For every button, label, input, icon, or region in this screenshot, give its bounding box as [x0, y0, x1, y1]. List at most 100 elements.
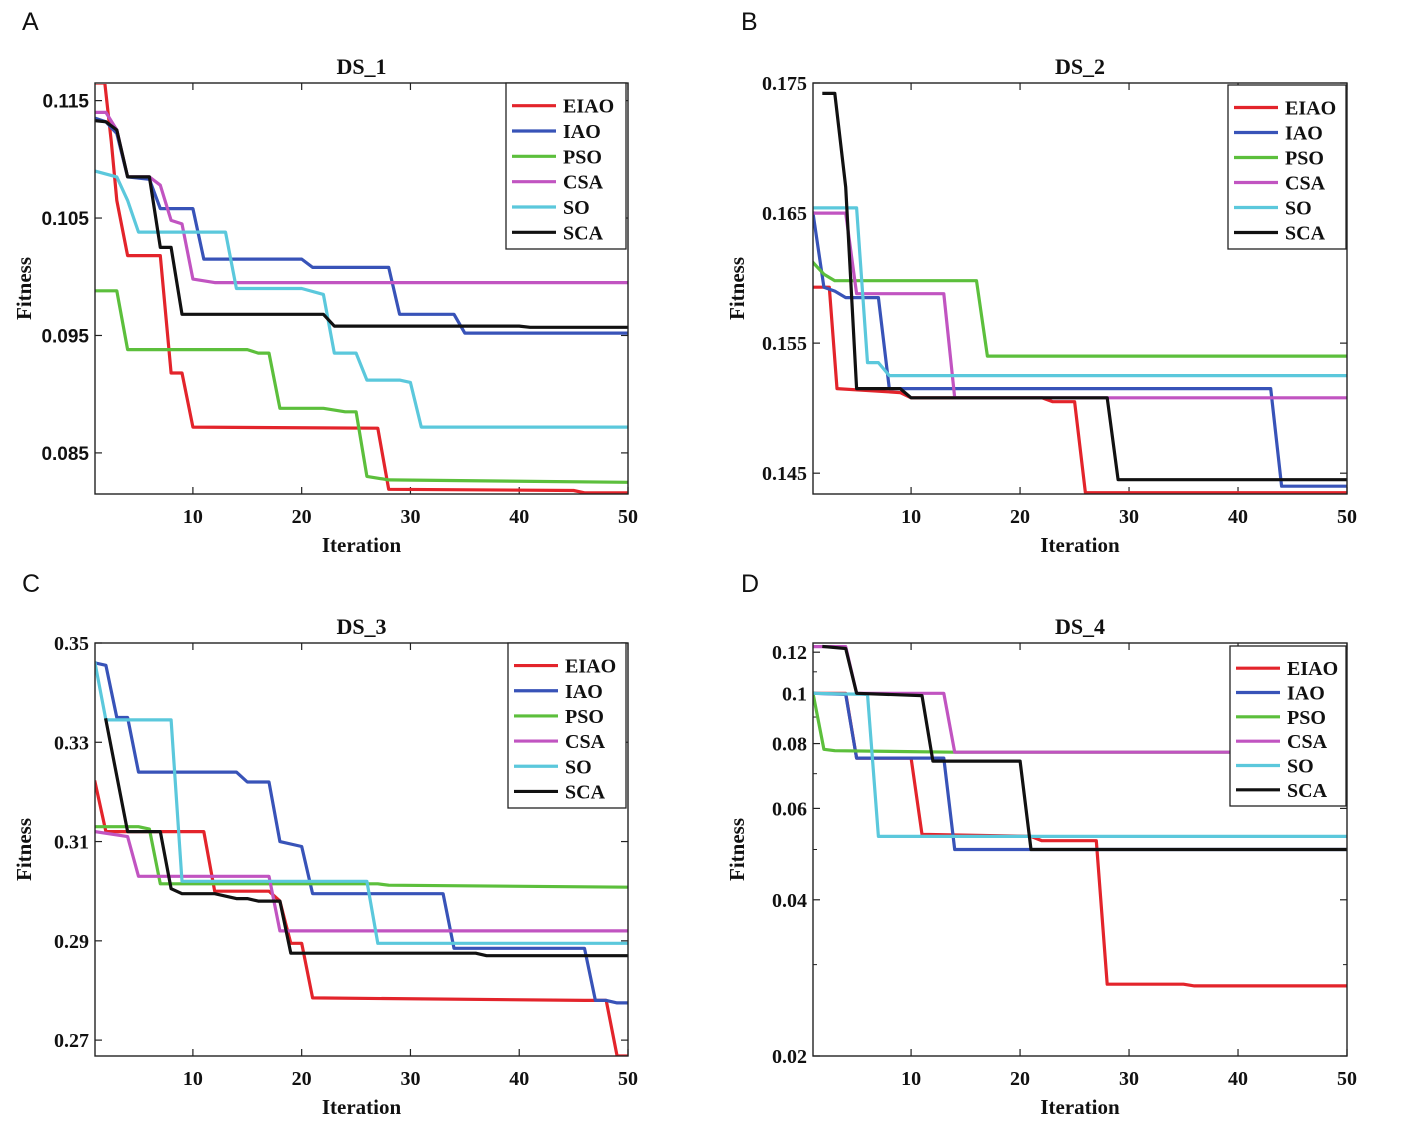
series-line-sca	[822, 644, 1347, 852]
x-tick-label: 20	[1010, 1068, 1030, 1090]
series-line-pso	[813, 260, 1347, 358]
x-tick-label: 40	[509, 506, 529, 528]
series-line-pso	[95, 825, 628, 889]
panel-a: A DS_1 0.085 0.095 0.105 0.115 10 20 30 40 50 Itera…	[12, 8, 638, 557]
y-tick-label: 0.105	[41, 209, 89, 230]
x-tick-label: 20	[292, 506, 312, 528]
y-tick-label: 0.095	[41, 326, 89, 347]
panel-letter: C	[22, 570, 40, 598]
x-tick-label: 50	[618, 1068, 638, 1090]
series-group	[813, 644, 1347, 988]
legend-label-sca: SCA	[563, 222, 604, 244]
legend-label-eiao: EIAO	[563, 96, 614, 118]
legend-label-so: SO	[1287, 756, 1314, 778]
x-tick-label: 50	[1337, 506, 1357, 528]
legend-label-csa: CSA	[1285, 173, 1326, 195]
legend-label-pso: PSO	[1287, 707, 1326, 729]
panel-letter: D	[741, 570, 759, 598]
y-axis-label: Fitness	[12, 257, 36, 320]
legend-label-csa: CSA	[565, 731, 606, 753]
y-tick-label: 0.165	[762, 203, 807, 225]
series-line-sca	[822, 91, 1347, 482]
x-tick-label: 30	[1119, 1068, 1139, 1090]
y-tick-label: 0.085	[41, 444, 89, 465]
legend-box	[1229, 645, 1347, 807]
y-tick-label: 0.33	[54, 732, 89, 754]
y-tick-label: 0.1	[782, 683, 807, 705]
x-tick-label: 10	[183, 506, 203, 528]
y-tick-label: 0.145	[762, 463, 807, 485]
y-tick-label: 0.02	[772, 1046, 807, 1068]
legend-label-pso: PSO	[563, 146, 602, 168]
chart-title: DS_4	[1055, 614, 1105, 639]
x-tick-label: 50	[618, 506, 638, 528]
series-group	[813, 91, 1347, 494]
chart-title: DS_1	[336, 54, 386, 79]
axes-box	[812, 82, 1348, 495]
axes-box	[94, 642, 629, 1057]
panel-d: D DS_4 0.02 0.04 0.06 0.08 0.1 0.12 10 20 30 40 50 It…	[725, 570, 1357, 1119]
legend: EIAO IAO PSO CSA SO SCA	[507, 642, 627, 809]
x-tick-label: 10	[183, 1068, 203, 1090]
legend-label-iao: IAO	[1285, 123, 1323, 145]
y-tick-label: 0.29	[54, 931, 89, 953]
y-tick-label: 0.35	[54, 633, 89, 655]
legend-label-pso: PSO	[565, 706, 604, 728]
legend-label-so: SO	[1285, 198, 1312, 220]
x-tick-label: 30	[400, 506, 420, 528]
x-tick-label: 30	[400, 1068, 420, 1090]
legend-box	[507, 642, 627, 809]
series-line-sca	[95, 118, 628, 329]
legend-label-iao: IAO	[1287, 683, 1325, 705]
y-tick-label: 0.155	[762, 333, 807, 355]
axes-box	[94, 82, 629, 495]
x-tick-label: 10	[901, 1068, 921, 1090]
axes-box	[812, 642, 1348, 1057]
legend-label-iao: IAO	[565, 681, 603, 703]
x-tick-label: 40	[1228, 506, 1248, 528]
panel-letter: A	[22, 8, 39, 36]
y-tick-label: 0.08	[772, 734, 807, 756]
series-line-so	[813, 206, 1347, 378]
x-axis-label: Iteration	[322, 1095, 402, 1119]
y-axis-label: Fitness	[725, 257, 749, 320]
x-tick-label: 20	[292, 1068, 312, 1090]
x-tick-label: 30	[1119, 506, 1139, 528]
legend-label-csa: CSA	[1287, 731, 1328, 753]
legend-box	[505, 82, 627, 250]
series-line-so	[95, 169, 628, 429]
series-line-csa	[95, 110, 628, 285]
series-group	[95, 661, 628, 1056]
series-line-eiao	[95, 84, 628, 494]
x-axis-label: Iteration	[1040, 1095, 1120, 1119]
y-axis-label: Fitness	[12, 818, 36, 881]
legend-label-iao: IAO	[563, 121, 601, 143]
panel-b: B DS_2 0.145 0.155 0.165 0.175 10 20 30 40 50 Itera…	[725, 8, 1357, 557]
legend-label-pso: PSO	[1285, 148, 1324, 170]
y-tick-label: 0.115	[43, 92, 90, 113]
legend-label-eiao: EIAO	[1285, 98, 1336, 120]
series-line-so	[813, 691, 1347, 839]
legend-label-sca: SCA	[565, 781, 606, 803]
y-tick-label: 0.12	[772, 642, 807, 664]
y-tick-label: 0.175	[762, 73, 807, 95]
y-tick-label: 0.27	[54, 1030, 89, 1052]
panel-letter: B	[741, 8, 758, 36]
series-line-csa	[95, 829, 628, 933]
chart-title: DS_2	[1055, 54, 1105, 79]
legend-label-so: SO	[563, 197, 590, 219]
panel-c: C DS_3 0.27 0.29 0.31 0.33 0.35 10 20 30 40 50 Itera…	[12, 570, 638, 1119]
chart-title: DS_3	[336, 614, 386, 639]
legend-label-eiao: EIAO	[565, 656, 616, 678]
y-tick-label: 0.31	[54, 832, 89, 854]
x-tick-label: 50	[1337, 1068, 1357, 1090]
legend-box	[1227, 84, 1347, 250]
x-tick-label: 20	[1010, 506, 1030, 528]
x-axis-label: Iteration	[1040, 533, 1120, 557]
legend-label-sca: SCA	[1285, 223, 1326, 245]
x-axis-label: Iteration	[322, 533, 402, 557]
x-tick-label: 40	[509, 1068, 529, 1090]
legend-label-eiao: EIAO	[1287, 658, 1338, 680]
y-axis-label: Fitness	[725, 818, 749, 881]
